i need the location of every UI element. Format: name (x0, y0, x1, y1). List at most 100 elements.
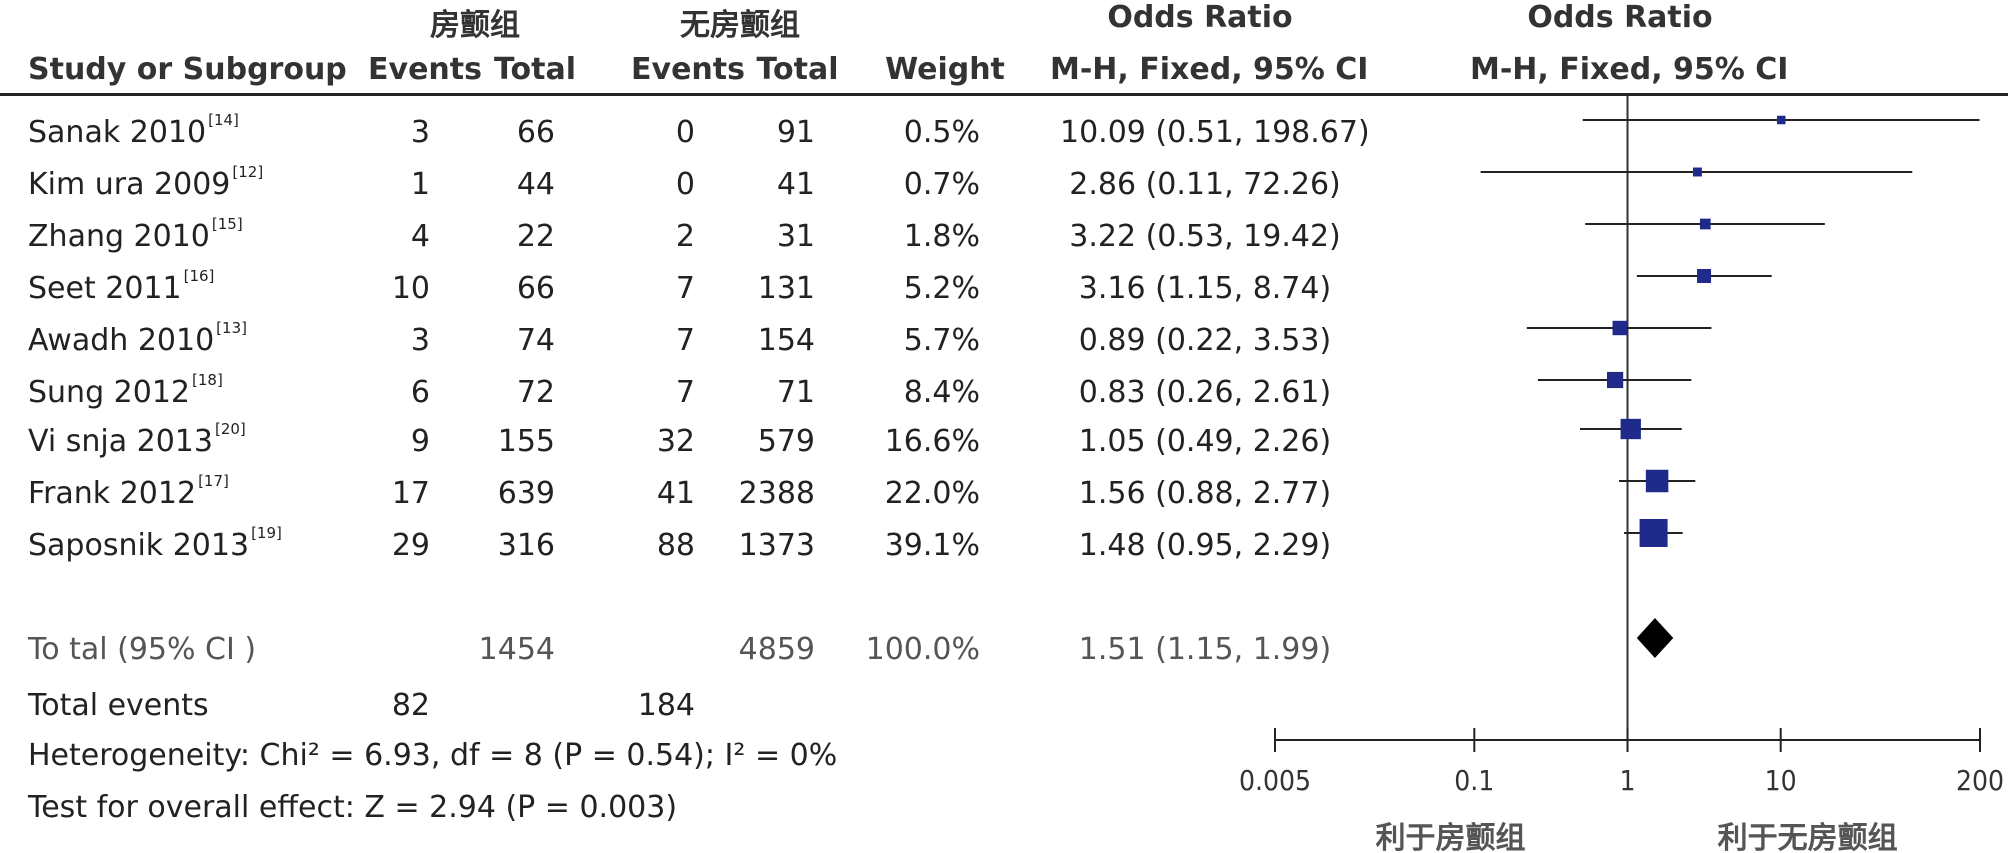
x-tick-label: 0.005 (1239, 764, 1311, 797)
total2-value: 4859 (738, 632, 815, 667)
study-total1: 66 (516, 115, 555, 150)
total-label: To tal (95% CI ) (28, 632, 257, 667)
study-ci-text: 1.05 (0.49, 2.26) (1078, 424, 1332, 459)
study-ci-text: 3.22 (0.53, 19.42) (1069, 219, 1341, 254)
study-total1: 316 (497, 528, 555, 563)
study-ci-text: 1.48 (0.95, 2.29) (1078, 528, 1332, 563)
study-name: Sanak 2010 [14] (28, 111, 239, 150)
study-total1: 639 (497, 476, 555, 511)
study-weight: 22.0% (884, 476, 980, 511)
odds-ratio-plot-header: Odds Ratio (1527, 0, 1713, 35)
study-events1: 9 (410, 424, 430, 459)
total-ci-value: 1.51 (1.15, 1.99) (1078, 632, 1332, 667)
or-point-square (1612, 320, 1627, 336)
total-weight-value: 100.0% (865, 632, 980, 667)
study-name-text: Seet 2011 (28, 271, 182, 306)
or-point-square (1639, 519, 1668, 547)
odds-ratio-group-header: Odds Ratio (1107, 0, 1293, 35)
study-name-text: Sung 2012 (28, 375, 190, 410)
study-events1: 6 (410, 375, 430, 410)
study-weight: 5.2% (903, 271, 980, 306)
study-name-text: Awadh 2010 (28, 323, 215, 358)
study-total1: 22 (516, 219, 555, 254)
favours-right-label: 利于无房颤组 (1718, 821, 1898, 853)
study-events2: 41 (656, 476, 695, 511)
study-events2: 7 (675, 323, 695, 358)
study-events1: 10 (391, 271, 430, 306)
study-events2: 0 (675, 115, 695, 150)
study-name: Frank 2012 [17] (28, 472, 229, 511)
total-events1-value: 82 (391, 688, 430, 723)
study-total2: 154 (757, 323, 815, 358)
or-point-square (1692, 167, 1702, 177)
study-name-text: Zhang 2010 (28, 219, 210, 254)
study-total1: 72 (516, 375, 555, 410)
study-reference: [16] (183, 267, 215, 285)
study-weight: 1.8% (903, 219, 980, 254)
study-total1: 44 (516, 167, 555, 202)
study-reference: [12] (232, 163, 264, 181)
overall-effect-text: Test for overall effect: Z = 2.94 (P = 0… (28, 790, 678, 825)
study-events1: 17 (391, 476, 430, 511)
study-name-text: Kim ura 2009 (28, 167, 231, 202)
study-ci-text: 3.16 (1.15, 8.74) (1078, 271, 1332, 306)
study-reference: [19] (251, 524, 282, 542)
x-tick-label: 200 (1956, 764, 2004, 797)
study-total2: 41 (776, 167, 815, 202)
study-name: Sung 2012 [18] (28, 371, 223, 410)
group1-header: 房颤组 (430, 8, 520, 43)
group2-header: 无房颤组 (680, 8, 800, 43)
study-events1: 29 (391, 528, 430, 563)
study-total2: 91 (776, 115, 815, 150)
study-ci-text: 2.86 (0.11, 72.26) (1069, 167, 1341, 202)
study-name-text: Vi snja 2013 (28, 424, 213, 459)
study-reference: [15] (211, 215, 243, 233)
study-name: Vi snja 2013 [20] (28, 420, 246, 459)
or-plot-method-header: M-H, Fixed, 95% CI (1470, 52, 1789, 87)
study-weight: 16.6% (884, 424, 980, 459)
study-total1: 74 (516, 323, 555, 358)
or-point-square (1777, 115, 1786, 125)
study-column-header: Study or Subgroup (28, 52, 347, 87)
or-point-square (1620, 418, 1641, 440)
study-total1: 155 (497, 424, 555, 459)
heterogeneity-text: Heterogeneity: Chi² = 6.93, df = 8 (P = … (28, 738, 838, 773)
study-reference: [13] (216, 319, 247, 337)
study-weight: 8.4% (903, 375, 980, 410)
favours-left-label: 利于房颤组 (1376, 821, 1526, 853)
study-events1: 1 (410, 167, 430, 202)
weight-column-header: Weight (885, 52, 1005, 87)
study-ci-text: 0.89 (0.22, 3.53) (1078, 323, 1332, 358)
study-total2: 71 (776, 375, 815, 410)
study-reference: [14] (208, 111, 239, 129)
study-events2: 32 (656, 424, 695, 459)
study-weight: 39.1% (884, 528, 980, 563)
pooled-diamond (1636, 618, 1674, 658)
study-weight: 0.7% (903, 167, 980, 202)
study-total1: 66 (516, 271, 555, 306)
study-ci-text: 10.09 (0.51, 198.67) (1060, 115, 1370, 150)
study-events1: 3 (410, 323, 430, 358)
study-events1: 3 (410, 115, 430, 150)
total-events2-value: 184 (637, 688, 695, 723)
study-events2: 2 (675, 219, 695, 254)
total1-column-header: Total (494, 52, 576, 87)
total-events-label: Total events (28, 688, 209, 723)
study-name-text: Sanak 2010 (28, 115, 207, 150)
study-events2: 7 (675, 271, 695, 306)
study-weight: 5.7% (903, 323, 980, 358)
study-weight: 0.5% (903, 115, 980, 150)
or-point-square (1645, 469, 1669, 493)
x-tick-label: 1 (1619, 764, 1635, 797)
study-name: Awadh 2010 [13] (28, 319, 247, 358)
or-point-square (1697, 268, 1712, 284)
study-total2: 2388 (738, 476, 815, 511)
or-point-square (1699, 218, 1711, 230)
events2-column-header: Events (631, 52, 745, 87)
study-events2: 7 (675, 375, 695, 410)
study-events2: 88 (656, 528, 695, 563)
events1-column-header: Events (368, 52, 482, 87)
study-name: Saposnik 2013 [19] (28, 524, 282, 563)
x-tick-label: 0.1 (1454, 764, 1494, 797)
